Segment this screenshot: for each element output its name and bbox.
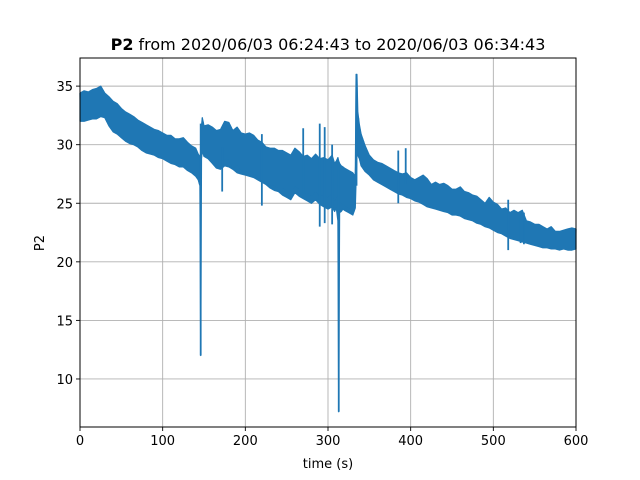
y-axis: 10 15 20 25 30 35 (56, 80, 80, 388)
x-axis-label: time (s) (303, 457, 353, 472)
grid (79, 58, 577, 427)
chart-title-rest: from 2020/06/03 06:24:43 to 2020/06/03 0… (138, 35, 545, 54)
x-tick-label: 200 (233, 434, 258, 449)
y-axis-label: P2 (33, 235, 48, 251)
chart-title: P2 from 2020/06/03 06:24:43 to 2020/06/03… (111, 35, 546, 54)
y-tick-label: 25 (56, 197, 73, 212)
x-tick-label: 400 (398, 434, 423, 449)
y-tick-label: 35 (56, 80, 73, 95)
y-tick-label: 10 (56, 373, 73, 388)
x-tick-label: 300 (316, 434, 341, 449)
y-tick-label: 15 (56, 314, 73, 329)
y-tick-label: 30 (56, 139, 73, 154)
y-tick-label: 20 (56, 256, 73, 271)
chart-title-bold: P2 (111, 35, 134, 54)
x-axis: 0 100 200 300 400 500 600 (76, 427, 589, 449)
x-tick-label: 0 (76, 434, 84, 449)
x-tick-label: 100 (150, 434, 175, 449)
x-tick-label: 500 (481, 434, 506, 449)
x-tick-label: 600 (564, 434, 589, 449)
series-line (79, 74, 577, 251)
